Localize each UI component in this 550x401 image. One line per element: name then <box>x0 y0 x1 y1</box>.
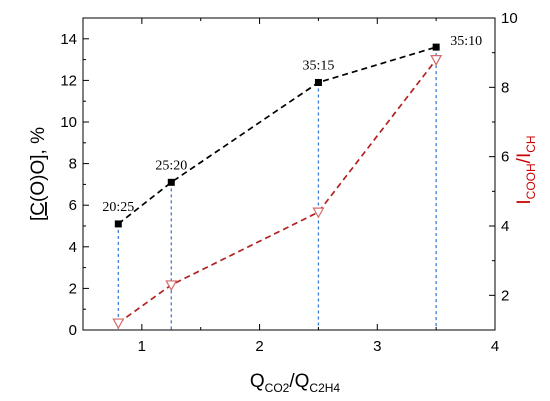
annotation-label: 25:20 <box>155 158 187 173</box>
data-point-triangle <box>312 207 325 219</box>
y-left-label-underlined: C <box>28 202 49 216</box>
y-left-label-part: [ <box>28 215 49 221</box>
axis-ticks <box>82 17 496 331</box>
x-tick-label: 2 <box>255 338 263 355</box>
data-point-triangle <box>430 54 443 66</box>
y-left-tick-label: 4 <box>69 239 77 256</box>
annotation-label: 20:25 <box>102 200 134 215</box>
annotation-label: 35:15 <box>302 58 334 73</box>
y-axis-label-right: ICOOH/ICH <box>514 135 538 204</box>
y-right-tick-label: 6 <box>501 149 509 166</box>
data-points <box>112 43 443 330</box>
data-point-square <box>114 220 122 228</box>
y-left-tick-label: 6 <box>69 197 77 214</box>
annotation-label: 35:10 <box>450 34 482 49</box>
data-point-triangle <box>112 318 125 330</box>
x-tick-label: 4 <box>491 338 499 355</box>
y-left-tick-label: 10 <box>60 114 77 131</box>
y-axis-label-left: [C(O)O], % <box>28 127 49 221</box>
y-left-tick-label: 0 <box>69 322 77 339</box>
y-right-tick-label: 4 <box>501 218 509 235</box>
y-left-tick-label: 2 <box>69 280 77 297</box>
y-left-tick-label: 14 <box>60 31 77 48</box>
x-tick-label: 1 <box>138 338 146 355</box>
y-left-label-part: (O)O], % <box>28 127 49 202</box>
data-point-square <box>167 178 175 186</box>
plot-frame <box>82 17 496 331</box>
data-point-square <box>314 78 322 86</box>
series-line-left <box>117 46 437 225</box>
y-right-tick-label: 10 <box>501 10 518 27</box>
data-point-square <box>432 43 440 51</box>
series-lines <box>117 46 437 324</box>
annotations: 20:25 25:20 35:15 35:10 <box>102 34 482 215</box>
y-left-tick-label: 12 <box>60 72 77 89</box>
y-right-tick-label: 8 <box>501 79 509 96</box>
y-right-tick-label: 2 <box>501 287 509 304</box>
x-tick-label: 3 <box>373 338 381 355</box>
drop-lines <box>117 47 437 330</box>
series-line-right <box>117 59 437 324</box>
x-axis-label: QCO2/QC2H4 <box>250 371 341 395</box>
data-point-triangle <box>165 280 178 292</box>
y-left-tick-label: 8 <box>69 156 77 173</box>
